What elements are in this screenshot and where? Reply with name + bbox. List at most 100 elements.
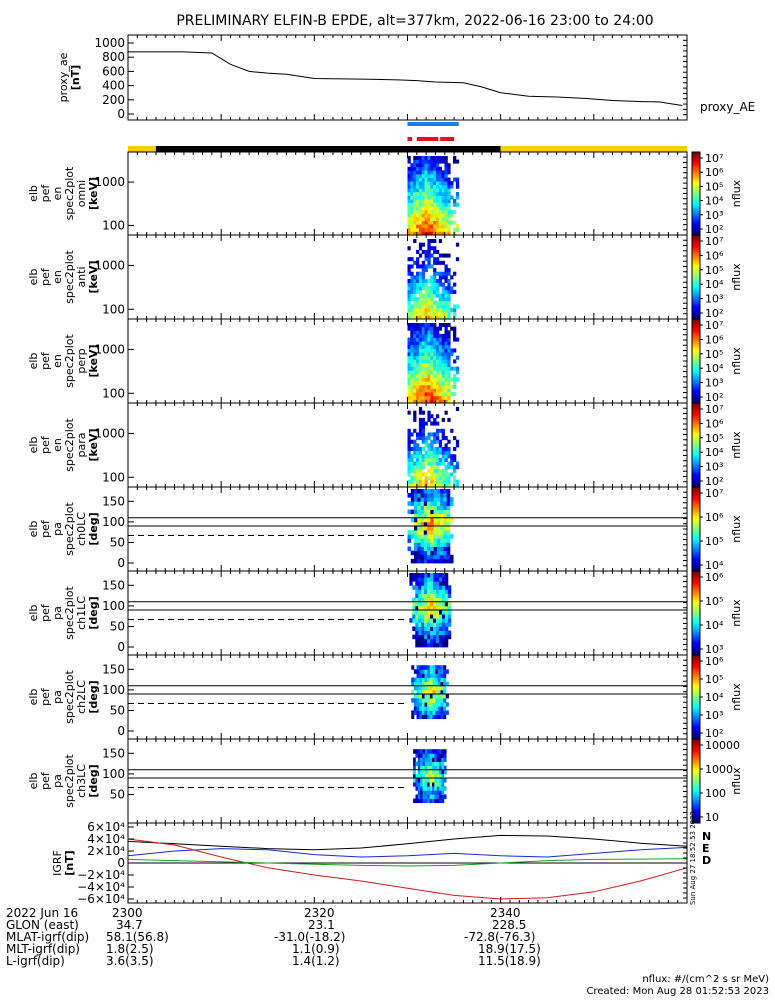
spectrogram-cell xyxy=(435,366,440,371)
colorbar-tick-label: 10⁷ xyxy=(705,487,723,500)
colorbar-segment xyxy=(692,613,700,616)
colorbar-segment xyxy=(692,228,700,232)
pa-spectrogram-cell xyxy=(427,669,431,674)
spectrogram-cell xyxy=(444,333,448,338)
pa-spectrogram-cell xyxy=(430,542,434,547)
spectrogram-cell xyxy=(447,417,451,422)
spectrogram-cell xyxy=(441,323,445,328)
pa-spectrogram-cell xyxy=(427,489,431,494)
pa-spectrogram-cell xyxy=(417,546,421,552)
spectrogram-cell xyxy=(430,439,434,444)
pa-spectrogram-cell xyxy=(415,626,419,631)
colorbar-segment xyxy=(692,562,700,566)
pa-spectrogram-cell xyxy=(436,505,441,510)
spectrogram-cell xyxy=(421,260,425,265)
spectrogram-cell xyxy=(444,264,448,269)
spectrogram-cell xyxy=(435,279,440,284)
pa-spectrogram-cell xyxy=(429,761,433,767)
colorbar-segment xyxy=(692,466,700,469)
spectrogram-cell xyxy=(418,163,423,168)
pa-spectrogram-cell xyxy=(444,642,449,648)
spectrogram-cell xyxy=(410,483,414,488)
pa-spectrogram-cell xyxy=(431,778,435,783)
spectrogram-cell xyxy=(453,308,457,313)
pa-spectrogram-cell xyxy=(440,550,444,556)
pa-spectrogram-cell xyxy=(440,546,444,552)
spectrogram-cell xyxy=(416,366,420,371)
pa-spectrogram-cell xyxy=(407,538,412,543)
pa-spectrogram-cell xyxy=(436,493,441,498)
spectrogram-cell xyxy=(407,293,411,298)
spectrogram-cell xyxy=(424,373,428,378)
colorbar-title: nflux xyxy=(730,347,743,375)
spectrogram-cell xyxy=(427,392,431,397)
spectrogram-cell xyxy=(407,159,411,164)
colorbar-segment xyxy=(692,797,700,801)
spectrogram-cell xyxy=(410,457,414,462)
pa-spectrogram-cell xyxy=(416,673,420,678)
pa-spectrogram-cell xyxy=(424,773,428,779)
spectrogram-cell xyxy=(433,377,437,382)
pa-spectrogram-cell xyxy=(436,550,441,556)
spectrogram-cell xyxy=(407,457,411,462)
pa-spectrogram-cell xyxy=(434,773,438,779)
pa-spectrogram-cell xyxy=(435,665,439,670)
spectrogram-cell xyxy=(433,388,437,393)
spectrogram-cell xyxy=(418,224,423,229)
spectrogram-cell xyxy=(410,355,414,360)
spectrogram-cell xyxy=(421,163,425,168)
colorbar-segment xyxy=(692,205,700,209)
spectrogram-cell xyxy=(424,206,428,211)
spectrogram-cell xyxy=(433,483,437,488)
spectrogram-cell xyxy=(421,209,425,214)
pa-spectrogram-cell xyxy=(443,493,448,498)
colorbar-segment xyxy=(692,510,700,513)
pa-spectrogram-cell xyxy=(443,706,447,711)
spectrogram-cell xyxy=(433,384,437,389)
spectrogram-cell xyxy=(435,344,440,349)
spectrogram-cell xyxy=(435,348,440,353)
pa-spectrogram-cell xyxy=(441,589,446,594)
spectrogram-cell xyxy=(418,304,423,309)
spectrogram-cell xyxy=(413,227,417,232)
colorbar-segment xyxy=(692,623,700,627)
spectrogram-cell xyxy=(447,483,451,488)
pa-spectrogram-cell xyxy=(437,714,441,720)
pa-spectrogram-cell xyxy=(430,618,434,623)
spectrogram-cell xyxy=(455,461,460,466)
spectrogram-cell xyxy=(421,217,425,222)
pa-spectrogram-cell xyxy=(441,630,446,636)
pa-spectrogram-cell xyxy=(421,689,425,695)
pa-spectrogram-cell xyxy=(436,513,441,519)
spectrogram-cell xyxy=(430,447,434,452)
spectrogram-cell xyxy=(430,191,434,196)
spectrogram-cell xyxy=(427,163,431,168)
pa-spectrogram-cell xyxy=(407,493,412,498)
spectrogram-cell xyxy=(441,381,445,386)
spectrogram-cell xyxy=(438,209,443,214)
spectrogram-cell xyxy=(424,224,428,229)
spectrogram-cell xyxy=(444,363,448,368)
spectrogram-cell xyxy=(430,300,434,305)
pa-spectrogram-cell xyxy=(430,501,434,506)
pa-spectrogram-cell xyxy=(429,665,433,670)
pa-spectrogram-cell xyxy=(444,581,449,586)
spectrogram-cell xyxy=(418,195,423,200)
spectrogram-cell xyxy=(413,417,417,422)
pa-spectrogram-cell xyxy=(429,685,433,691)
ephemeris-value: 2340 xyxy=(490,906,521,920)
spectrogram-cell xyxy=(435,395,440,400)
spectrogram-cell xyxy=(444,399,448,404)
pa-spectrogram-cell xyxy=(422,749,426,754)
pa-spectrogram-cell xyxy=(421,669,425,674)
spectrogram-cell xyxy=(421,479,425,484)
pa-spectrogram-cell xyxy=(410,489,415,494)
spectrogram-cell xyxy=(418,293,423,298)
spectrogram-cell xyxy=(421,304,425,309)
pa-spectrogram-cell xyxy=(435,702,439,707)
spectrogram-cell xyxy=(444,231,448,236)
spectrogram-cell xyxy=(413,181,417,186)
spectrogram-cell xyxy=(441,170,445,175)
colorbar-segment xyxy=(692,539,700,543)
spectrogram-cell xyxy=(427,355,431,360)
